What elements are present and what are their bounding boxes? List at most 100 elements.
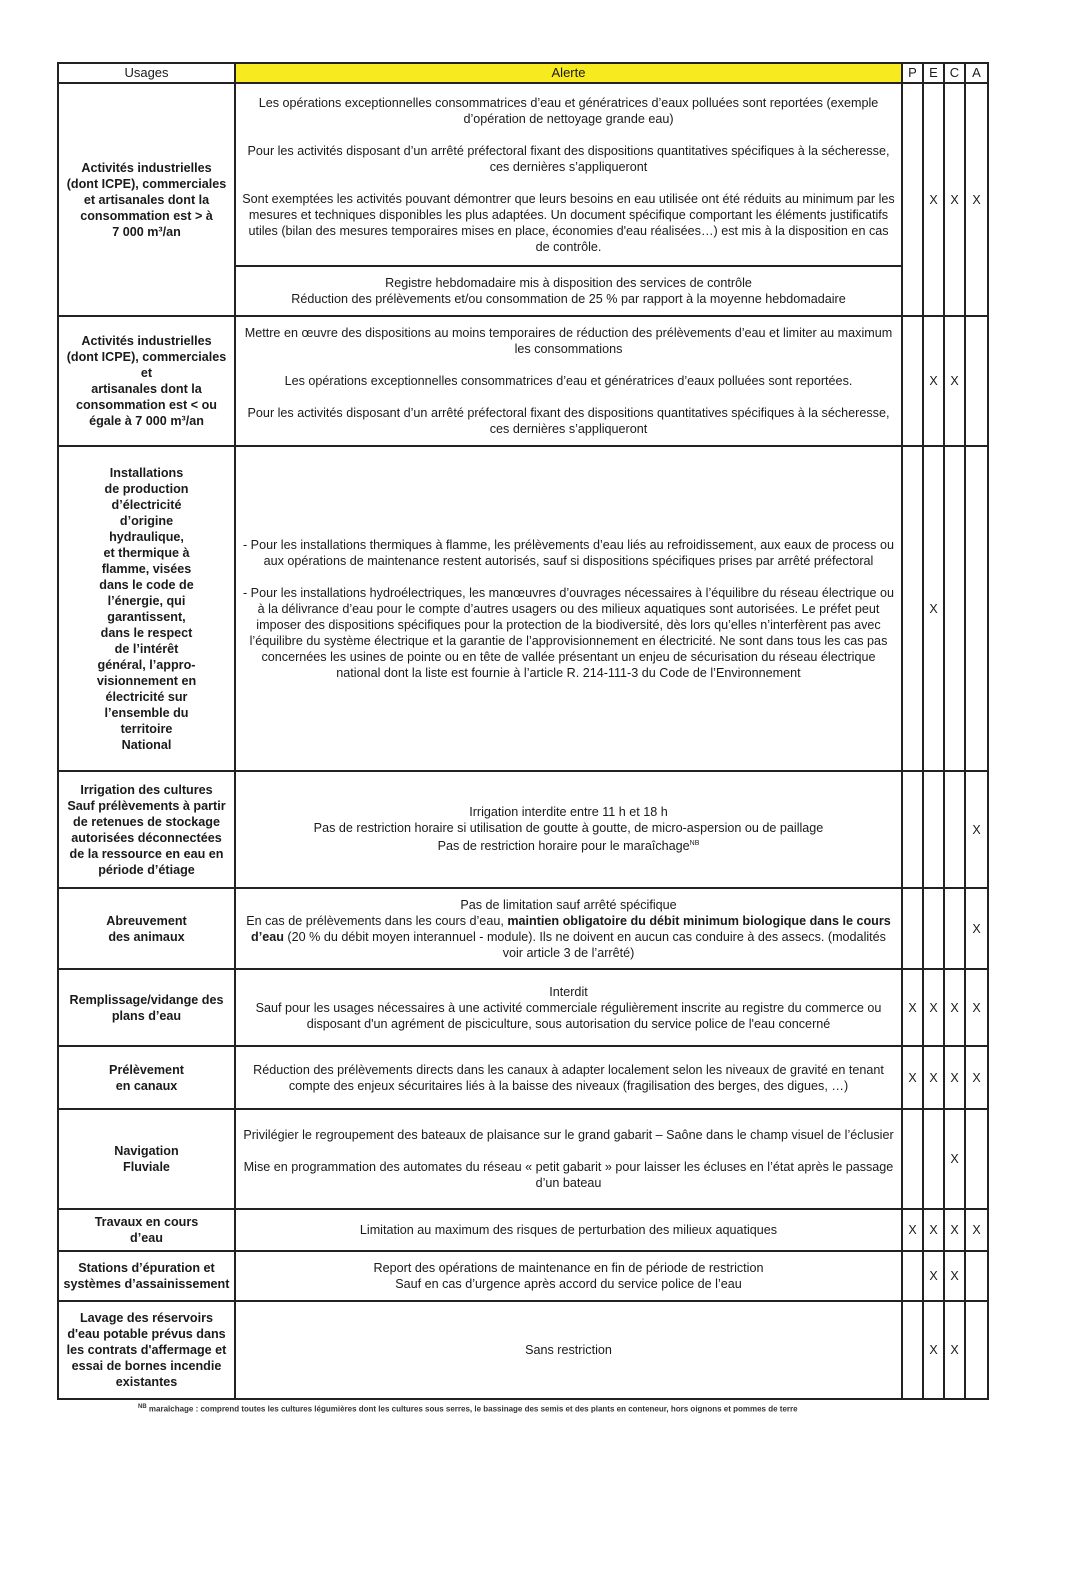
alert-text-bold: maintien obligatoire du débit minimum bi… — [251, 913, 891, 944]
usage-line: plans d’eau — [111, 1008, 182, 1023]
usage-cell: Abreuvement des animaux — [57, 887, 236, 970]
table-row: Remplissage/vidange des plans d’eau Interd… — [57, 968, 989, 1047]
table-row: Navigation Fluviale Privilégier le regroup… — [57, 1108, 989, 1210]
alert-line: Réduction des prélèvements et/ou consomm… — [291, 292, 846, 306]
usage-line: de retenues de stockage — [73, 814, 220, 829]
alert-paragraph: Privilégier le regroupement des bateaux … — [240, 1127, 897, 1143]
level-p-mark — [901, 887, 924, 970]
level-e-mark: X — [922, 1045, 945, 1110]
level-e-mark — [922, 887, 945, 970]
usage-line: les contrats d'affermage et — [66, 1343, 227, 1357]
alert-line: Irrigation interdite entre 11 h et 18 h — [469, 805, 668, 820]
alert-paragraph: Mise en programmation des automates du r… — [240, 1159, 897, 1191]
level-a-mark — [964, 1250, 989, 1302]
usage-line: territoire — [120, 721, 173, 736]
alert-text: En cas de prélèvements dans les cours d’… — [246, 913, 508, 928]
level-e-mark — [922, 1108, 945, 1210]
level-p-mark — [901, 1300, 924, 1400]
level-e-mark: X — [922, 445, 945, 772]
level-p-mark: X — [901, 968, 924, 1047]
usage-line: et thermique à — [103, 545, 190, 560]
header-usages: Usages — [57, 62, 236, 84]
usage-line: (dont ICPE), commerciales — [66, 350, 227, 364]
table-row: Activités industrielles (dont ICPE), comm… — [57, 315, 989, 447]
usage-line: Travaux en cours — [94, 1215, 199, 1229]
table-header: Usages Alerte P E C A — [57, 62, 989, 84]
level-p-mark — [901, 770, 924, 889]
level-p-mark — [901, 1250, 924, 1302]
header-level-p: P — [901, 62, 924, 84]
usage-line: hydraulique, — [109, 529, 184, 544]
header-level-e: E — [922, 62, 945, 84]
usage-line: général, l’appro- — [97, 657, 196, 672]
level-c-mark: X — [943, 1045, 966, 1110]
alert-line: Réduction des prélèvements directs dans … — [253, 1062, 884, 1093]
table-row: Stations d’épuration et systèmes d’assain… — [57, 1250, 989, 1302]
alert-line: - Pour les installations hydroélectrique… — [242, 585, 894, 680]
alert-cell: Les opérations exceptionnelles consommat… — [234, 82, 903, 267]
usage-cell: Remplissage/vidange des plans d’eau — [57, 968, 236, 1047]
level-a-mark: X — [964, 82, 989, 317]
level-p-mark — [901, 315, 924, 447]
alert-paragraph: - Pour les installations hydroélectrique… — [240, 585, 897, 681]
header-level-c: C — [943, 62, 966, 84]
alert-line: Les opérations exceptionnelles consommat… — [258, 95, 879, 126]
usage-cell: Activités industrielles (dont ICPE), comm… — [57, 315, 236, 447]
alert-paragraph: Irrigation interdite entre 11 h et 18 h P… — [240, 804, 897, 854]
level-a-mark: X — [964, 887, 989, 970]
alert-line: Sauf pour les usages nécessaires à une a… — [255, 1000, 882, 1015]
usage-line: en canaux — [115, 1078, 178, 1093]
level-e-mark: X — [922, 315, 945, 447]
usage-line: de production — [104, 481, 189, 496]
level-a-mark — [964, 315, 989, 447]
usage-line: Activités industrielles — [81, 334, 212, 348]
alert-paragraph: Sans restriction — [240, 1342, 897, 1358]
usage-line: période d’étiage — [98, 862, 195, 877]
level-c-mark — [943, 445, 966, 772]
alert-paragraph: Report des opérations de maintenance en … — [240, 1260, 897, 1292]
alert-line: Sauf en cas d’urgence après accord du se… — [395, 1277, 742, 1291]
usage-line: 7 000 m³/an — [112, 224, 181, 239]
alert-line: Pas de restriction horaire pour le maraî… — [437, 839, 690, 854]
level-a-mark: X — [964, 1208, 989, 1252]
alert-paragraph: Pour les activités disposant d’un arrêté… — [240, 405, 897, 437]
usage-line: artisanales dont la — [91, 382, 202, 396]
level-a-mark: X — [964, 770, 989, 889]
usage-line: d’origine — [119, 513, 174, 528]
usage-cell: Lavage des réservoirs d'eau potable prévu… — [57, 1300, 236, 1400]
alert-paragraph: Sont exemptées les activités pouvant dém… — [240, 191, 897, 255]
alert-line: Pas de limitation sauf arrêté spécifique — [460, 897, 677, 912]
usage-line: des animaux — [108, 929, 185, 944]
alert-paragraph: Limitation au maximum des risques de per… — [240, 1222, 897, 1238]
level-c-mark: X — [943, 82, 966, 317]
alert-line: Report des opérations de maintenance en … — [373, 1261, 764, 1275]
alert-paragraph: Mettre en œuvre des dispositions au moin… — [240, 325, 897, 357]
usage-line: électricité sur — [105, 689, 188, 704]
usage-line: (dont ICPE), commerciales — [66, 176, 227, 191]
usage-line: garantissent, — [107, 609, 186, 624]
alert-line: disposant d'un agrément de pisciculture,… — [306, 1016, 831, 1031]
usage-line: essai de bornes incendie — [71, 1359, 222, 1373]
usage-line: Stations d’épuration et — [78, 1261, 215, 1275]
table-row: Abreuvement des animaux Pas de limitation … — [57, 887, 989, 970]
usage-line: d’électricité — [111, 497, 182, 512]
usage-line: existantes — [115, 1375, 178, 1389]
usage-line: systèmes d’assainissement — [63, 1277, 230, 1291]
alert-paragraph: Pour les activités disposant d’un arrêté… — [240, 143, 897, 175]
alert-text: (20 % du débit moyen interannuel - modul… — [283, 929, 886, 960]
level-c-mark — [943, 887, 966, 970]
alert-line: - Pour les installations thermiques à fl… — [242, 537, 894, 568]
alert-cell: Privilégier le regroupement des bateaux … — [234, 1108, 903, 1210]
usage-cell: Navigation Fluviale — [57, 1108, 236, 1210]
alert-line: Mettre en œuvre des dispositions au moin… — [244, 326, 893, 356]
level-e-mark: X — [922, 1208, 945, 1252]
usage-line: autorisées déconnectées — [71, 830, 222, 845]
level-c-mark: X — [943, 968, 966, 1047]
level-c-mark — [943, 770, 966, 889]
alert-cell: Interdit Sauf pour les usages nécessaires… — [234, 968, 903, 1047]
level-c-mark: X — [943, 1250, 966, 1302]
usage-line: Prélèvement — [109, 1062, 184, 1077]
alert-cell: Pas de limitation sauf arrêté spécifique… — [234, 887, 903, 970]
alert-line: Pour les activités disposant d’un arrêté… — [247, 143, 890, 174]
usage-line: consommation est > à — [80, 208, 213, 223]
